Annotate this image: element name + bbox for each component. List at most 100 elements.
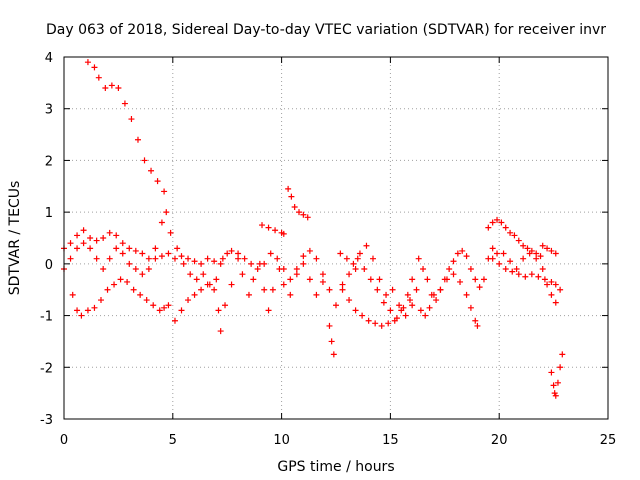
data-point <box>178 307 185 314</box>
data-point <box>328 338 335 345</box>
data-point <box>367 276 374 283</box>
data-point <box>280 230 287 237</box>
data-point <box>520 242 527 249</box>
data-point <box>430 291 437 298</box>
data-point <box>222 302 229 309</box>
x-tick-label: 10 <box>273 433 290 448</box>
data-point <box>520 255 527 262</box>
data-point <box>330 351 337 358</box>
data-point <box>300 211 307 218</box>
data-point <box>158 253 165 260</box>
data-point <box>191 291 198 298</box>
data-point <box>67 240 74 247</box>
data-point <box>359 312 366 319</box>
data-point <box>74 245 81 252</box>
data-point <box>119 240 126 247</box>
data-point <box>272 227 279 234</box>
data-point <box>443 276 450 283</box>
data-point <box>494 250 501 257</box>
data-point <box>187 271 194 278</box>
data-point <box>420 266 427 273</box>
data-point <box>319 278 326 285</box>
data-point <box>533 250 540 257</box>
data-point <box>97 297 104 304</box>
data-point <box>250 276 257 283</box>
data-point <box>74 307 81 314</box>
data-point <box>287 291 294 298</box>
data-point <box>198 286 205 293</box>
data-point <box>152 245 159 252</box>
data-point <box>417 307 424 314</box>
data-point <box>522 273 529 280</box>
data-point <box>509 268 516 275</box>
data-point <box>148 167 155 174</box>
data-point <box>87 245 94 252</box>
data-point <box>117 276 124 283</box>
data-point <box>215 307 222 314</box>
data-point <box>267 250 274 257</box>
data-point <box>121 100 128 107</box>
data-point <box>544 281 551 288</box>
data-point <box>346 271 353 278</box>
data-point <box>217 328 224 335</box>
data-point <box>326 322 333 329</box>
data-point <box>559 351 566 358</box>
x-tick-label: 15 <box>382 433 399 448</box>
data-point <box>548 369 555 376</box>
data-point <box>280 266 287 273</box>
data-point <box>259 222 266 229</box>
data-point <box>141 157 148 164</box>
data-point <box>74 232 81 239</box>
data-point <box>463 253 470 260</box>
y-tick-label: 1 <box>45 206 53 221</box>
data-point <box>406 297 413 304</box>
data-point <box>437 286 444 293</box>
data-point <box>130 286 137 293</box>
data-point <box>241 255 248 262</box>
data-point <box>152 255 159 262</box>
data-point <box>93 237 100 244</box>
data-point <box>285 185 292 192</box>
data-point <box>552 250 559 257</box>
data-point <box>161 304 168 311</box>
x-tick-label: 0 <box>60 433 68 448</box>
data-point <box>494 216 501 223</box>
data-point <box>91 304 98 311</box>
data-point <box>300 253 307 260</box>
data-point <box>424 276 431 283</box>
data-point <box>319 271 326 278</box>
plot-frame <box>63 56 609 420</box>
data-point <box>137 291 144 298</box>
data-point <box>163 209 170 216</box>
data-point <box>132 266 139 273</box>
data-point <box>385 320 392 327</box>
data-point <box>104 286 111 293</box>
data-point <box>557 364 564 371</box>
data-point <box>180 260 187 267</box>
data-point <box>171 317 178 324</box>
data-point <box>489 219 496 226</box>
data-point <box>535 273 542 280</box>
data-point <box>143 297 150 304</box>
x-tick-label: 5 <box>169 433 177 448</box>
data-point <box>396 302 403 309</box>
data-point <box>269 286 276 293</box>
data-point <box>393 315 400 322</box>
data-point <box>204 255 211 262</box>
x-axis-label: GPS time / hours <box>277 459 394 475</box>
data-point <box>502 266 509 273</box>
data-point <box>106 229 113 236</box>
data-point <box>178 253 185 260</box>
data-point <box>80 240 87 247</box>
data-point <box>217 260 224 267</box>
data-point <box>228 247 235 254</box>
data-point <box>387 307 394 314</box>
x-tick-label: 20 <box>491 433 508 448</box>
data-point <box>350 260 357 267</box>
y-tick-label: 4 <box>45 51 53 66</box>
data-point <box>550 382 557 389</box>
data-point <box>145 266 152 273</box>
data-point <box>265 307 272 314</box>
data-point <box>193 276 200 283</box>
data-point <box>467 266 474 273</box>
